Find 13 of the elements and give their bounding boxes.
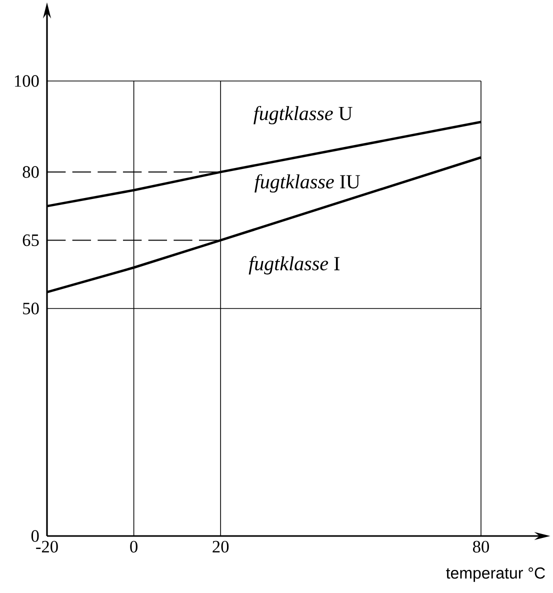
annotation: fugtklasse I (248, 256, 340, 274)
y-tick-label: 65 (22, 234, 39, 246)
x-tick-label: 80 (472, 540, 489, 553)
annotation: fugtklasse IU (254, 174, 360, 193)
x-tick-label: 0 (130, 540, 138, 553)
y-tick-label: 100 (14, 75, 39, 87)
x-axis-title: temperatur °C (446, 567, 545, 582)
annotation: fugtklasse U (254, 106, 352, 124)
x-tick-label: -20 (36, 540, 58, 553)
y-tick-label: 0 (31, 530, 39, 542)
y-tick-label: 50 (23, 302, 39, 314)
y-tick-label: 80 (22, 166, 39, 178)
x-tick-label: 20 (212, 540, 229, 553)
